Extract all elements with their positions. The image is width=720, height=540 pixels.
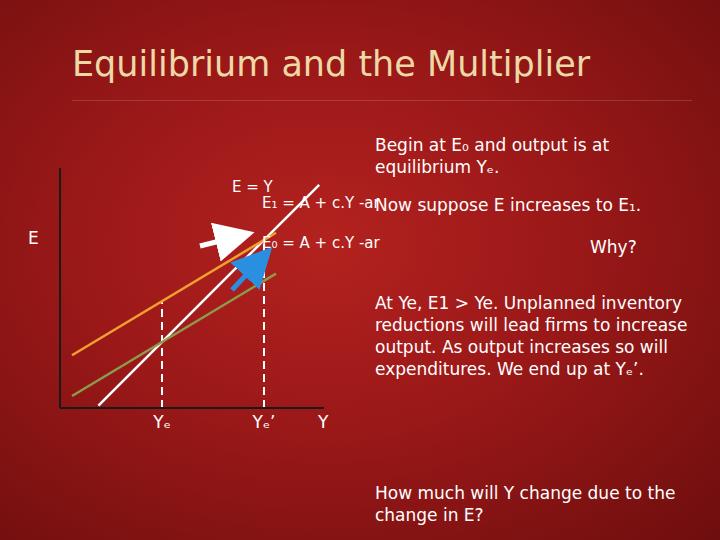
html-text:E: E <box>28 228 39 248</box>
html-text:How much will Y change due to: How much will Y change due to the change… <box>375 483 676 525</box>
html-text:Now suppose E increases to E₁.: Now suppose E increases to E₁. <box>375 195 642 215</box>
html-text:E₀ = A + c.Y -ar: E₀ = A + c.Y -ar <box>262 234 380 252</box>
html-text:E = Y: E = Y <box>232 178 273 196</box>
html-text:Begin at E₀ and output is at e: Begin at E₀ and output is at equilibrium… <box>375 135 610 177</box>
html-text:Equilibrium and the Multiplier: Equilibrium and the Multiplier <box>72 44 591 84</box>
html-text:E₁ = A + c.Y -ar: E₁ = A + c.Y -ar <box>262 194 380 212</box>
svg-text:Yₑ’: Yₑ’ <box>252 412 276 432</box>
html-text:At Ye, E1 > Ye. Unplanned inve: At Ye, E1 > Ye. Unplanned inventory redu… <box>375 293 688 379</box>
html-text:Why?: Why? <box>590 237 637 257</box>
svg-text:Yₑ: Yₑ <box>152 412 170 432</box>
html-text:Y: Y <box>318 412 329 432</box>
